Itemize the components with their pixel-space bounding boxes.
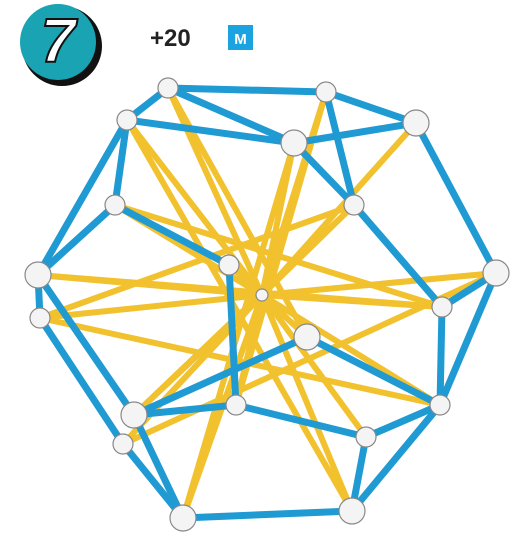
yellow-strut [127, 120, 352, 511]
connector-ball [158, 78, 178, 98]
connector-ball [339, 498, 365, 524]
step-number: 7 [41, 7, 78, 76]
part-count: +20 [150, 25, 191, 52]
blue-strut [416, 123, 496, 273]
connector-ball [121, 402, 147, 428]
connector-ball [281, 130, 307, 156]
connector-ball [30, 308, 50, 328]
model [25, 78, 509, 531]
connector-ball [170, 505, 196, 531]
blue-strut [307, 337, 440, 405]
connector-ball [403, 110, 429, 136]
blue-strut [168, 88, 326, 92]
connector-ball [117, 110, 137, 130]
page: 7 +20 M [0, 0, 515, 536]
connector-ball [25, 262, 51, 288]
connector-ball [430, 395, 450, 415]
connector-ball [483, 260, 509, 286]
blue-strut [440, 307, 442, 405]
connector-ball [316, 82, 336, 102]
connector-ball [344, 195, 364, 215]
size-badge: M [234, 31, 247, 48]
connector-ball [113, 434, 133, 454]
blue-strut [38, 205, 115, 275]
connector-ball [256, 289, 268, 301]
connector-ball [432, 297, 452, 317]
connector-ball [226, 395, 246, 415]
blue-strut [326, 92, 416, 123]
step-badge: 7 [20, 4, 102, 86]
blue-strut [183, 511, 352, 518]
connector-ball [219, 255, 239, 275]
connector-ball [105, 195, 125, 215]
connector-ball [294, 324, 320, 350]
connector-ball [356, 427, 376, 447]
